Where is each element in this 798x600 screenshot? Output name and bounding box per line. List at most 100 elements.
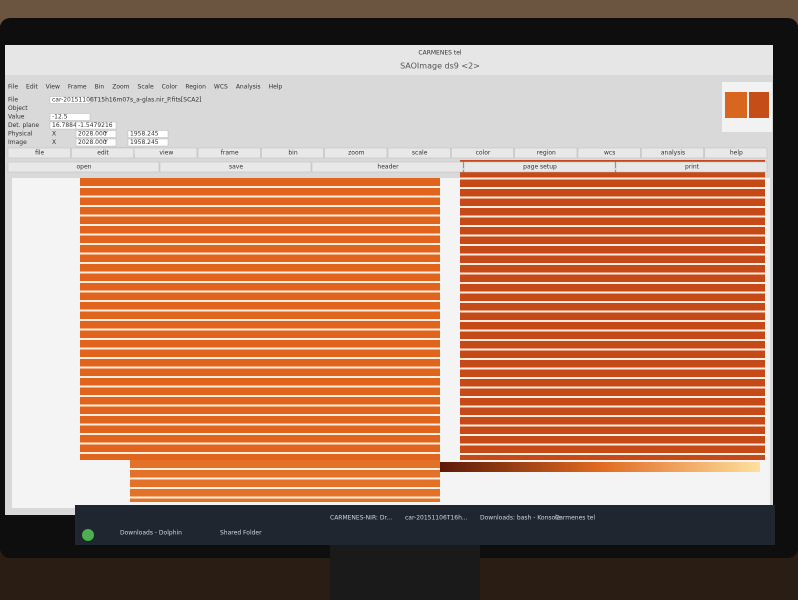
- button[interactable]: [463, 161, 616, 173]
- detector-gap: [80, 262, 440, 264]
- info-value: -1.5479216: [78, 122, 113, 129]
- button[interactable]: [134, 147, 198, 159]
- taskbar-item[interactable]: Carmenes tel: [555, 515, 595, 522]
- menu-item[interactable]: WCS: [214, 84, 228, 91]
- info-field: [127, 138, 169, 147]
- detector-gap: [130, 468, 440, 470]
- detector-gap: [460, 443, 765, 446]
- info-field: [75, 130, 117, 138]
- button[interactable]: [7, 147, 71, 159]
- button[interactable]: [577, 147, 641, 159]
- detector-gap: [460, 377, 765, 379]
- detector-gap: [460, 396, 765, 398]
- detector-gap: [460, 310, 765, 313]
- menu-item[interactable]: Edit: [26, 84, 38, 91]
- info-value: 1958.245: [130, 139, 159, 146]
- info-value: Y: [103, 139, 108, 146]
- button[interactable]: [71, 147, 134, 159]
- taskbar-item[interactable]: Downloads - Dolphin: [120, 530, 182, 537]
- menu-item[interactable]: Frame: [68, 84, 87, 91]
- button-label: analysis: [661, 150, 685, 157]
- info-value: 2028.000: [78, 139, 107, 146]
- menu-item[interactable]: Zoom: [112, 84, 129, 91]
- button-label: header: [377, 164, 399, 171]
- detector-gap: [130, 477, 440, 480]
- detector-gap: [80, 452, 440, 454]
- detector-gap: [460, 367, 765, 370]
- button[interactable]: [311, 161, 464, 173]
- menu-item[interactable]: View: [46, 84, 60, 91]
- taskbar-item[interactable]: Downloads: bash - Konsole: [480, 515, 561, 522]
- info-value: 16.788416: [52, 122, 85, 129]
- button[interactable]: [387, 147, 451, 159]
- detector-gap: [130, 487, 440, 489]
- detector-gap: [460, 405, 765, 408]
- detector-gap: [460, 339, 765, 341]
- info-label: Object: [8, 105, 28, 112]
- detector-gap: [460, 329, 765, 332]
- button[interactable]: [514, 147, 578, 159]
- button[interactable]: [704, 147, 768, 159]
- button[interactable]: [451, 147, 514, 159]
- info-value: X: [52, 131, 56, 138]
- button-label: save: [229, 164, 243, 171]
- detector-gap: [80, 328, 440, 331]
- button[interactable]: [197, 147, 261, 159]
- button[interactable]: [615, 161, 768, 173]
- detector-gap: [80, 404, 440, 407]
- info-field: [75, 121, 117, 130]
- detector-gap: [460, 253, 765, 256]
- info-label: File: [8, 97, 18, 104]
- menu-item[interactable]: File: [8, 84, 18, 91]
- taskbar-item[interactable]: CARMENES-NIR: Dr...: [330, 515, 392, 522]
- detector-gap: [80, 243, 440, 245]
- taskbar: [75, 505, 775, 545]
- button-label: edit: [97, 150, 109, 157]
- button-label: region: [537, 150, 556, 157]
- menu-item[interactable]: Scale: [138, 84, 154, 91]
- menu-item[interactable]: Help: [269, 84, 283, 91]
- button-label: page setup: [523, 164, 557, 171]
- button-label: open: [77, 164, 92, 171]
- info-value: 2028.000: [78, 131, 107, 138]
- taskbar-item[interactable]: car-20151106T16h...: [405, 515, 468, 522]
- detector-gap: [130, 496, 440, 499]
- menu-item[interactable]: Region: [185, 84, 206, 91]
- detector-gap: [460, 272, 765, 275]
- thumbnail: [749, 92, 769, 118]
- detector-gap: [80, 233, 440, 236]
- button[interactable]: [261, 147, 324, 159]
- button[interactable]: [159, 161, 312, 173]
- window-title: CARMENES tel: [418, 50, 461, 57]
- detector-gap: [80, 214, 440, 217]
- detector-gap: [460, 282, 765, 284]
- detector-gap: [460, 177, 765, 180]
- button[interactable]: [324, 147, 388, 159]
- detector-gap: [80, 205, 440, 207]
- button-label: view: [159, 150, 173, 157]
- menu-item[interactable]: Analysis: [236, 84, 261, 91]
- taskbar-item[interactable]: Shared Folder: [220, 530, 262, 537]
- detector-gap: [460, 225, 765, 227]
- start-button[interactable]: [82, 529, 94, 541]
- thumbnail: [725, 92, 747, 118]
- button-label: print: [685, 164, 700, 171]
- detector-image: [460, 160, 765, 460]
- button-label: file: [35, 150, 44, 157]
- detector-gap: [80, 347, 440, 350]
- menu-item[interactable]: Bin: [95, 84, 105, 91]
- info-field: [49, 96, 91, 104]
- button[interactable]: [641, 147, 704, 159]
- button[interactable]: [7, 161, 160, 173]
- menu-item[interactable]: Color: [162, 84, 178, 91]
- detector-gap: [460, 386, 765, 389]
- info-label: Physical: [8, 131, 33, 138]
- button-label: zoom: [348, 150, 364, 157]
- detector-gap: [80, 433, 440, 435]
- detector-gap: [460, 196, 765, 199]
- button-label: color: [476, 150, 491, 157]
- detector-gap: [80, 271, 440, 274]
- detector-image: [130, 460, 440, 502]
- colorbar: [440, 462, 760, 472]
